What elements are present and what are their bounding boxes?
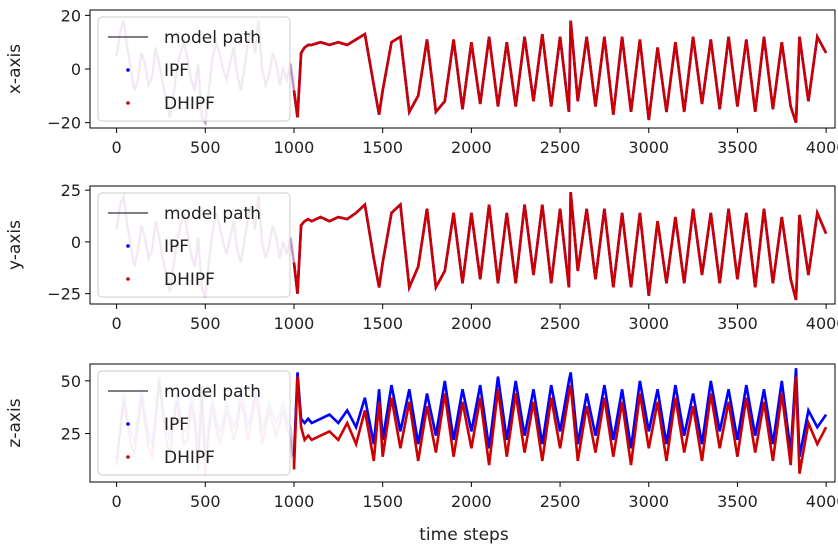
legend-swatch-dot bbox=[126, 455, 130, 459]
x-axis-panel: −20 0 20 0 500 1000 1500 2000 2500 3000 3500 4000 x-… bbox=[5, 6, 838, 157]
legend-box bbox=[97, 16, 291, 122]
series-line bbox=[292, 192, 828, 301]
x-tick-label: 2500 bbox=[540, 492, 581, 511]
x-tick-label: 4000 bbox=[806, 314, 838, 333]
legend-label: model path bbox=[164, 28, 261, 48]
y-axis-title: y-axis bbox=[5, 220, 25, 270]
y-axis-title: x-axis bbox=[5, 44, 25, 94]
y-tick-label: −25 bbox=[47, 285, 81, 304]
x-tick-label: 2500 bbox=[540, 138, 581, 157]
x-tick-label: 3500 bbox=[717, 314, 758, 333]
x-tick-label: 3500 bbox=[717, 492, 758, 511]
x-tick-label: 1500 bbox=[362, 314, 403, 333]
x-tick-label: 4000 bbox=[806, 492, 838, 511]
series-line bbox=[292, 376, 828, 474]
x-tick-label: 0 bbox=[112, 138, 122, 157]
series-line bbox=[293, 192, 827, 301]
legend-box bbox=[97, 192, 291, 298]
x-tick-label: 500 bbox=[190, 492, 221, 511]
y-tick-label: 0 bbox=[71, 233, 81, 252]
legend-swatch-dot bbox=[126, 68, 130, 72]
x-tick-label: 3000 bbox=[628, 314, 669, 333]
legend-swatch-dot bbox=[126, 244, 130, 248]
x-tick-label: 500 bbox=[190, 138, 221, 157]
legend-label: model path bbox=[164, 204, 261, 224]
legend-swatch-dot bbox=[126, 101, 130, 105]
legend-swatch-dot bbox=[126, 277, 130, 281]
x-tick-label: 1500 bbox=[362, 138, 403, 157]
x-tick-label: 1000 bbox=[274, 138, 315, 157]
x-tick-label: 1500 bbox=[362, 492, 403, 511]
y-tick-label: −20 bbox=[47, 114, 81, 133]
series-line bbox=[293, 20, 827, 123]
x-tick-label: 0 bbox=[112, 314, 122, 333]
axes-frame bbox=[89, 185, 836, 305]
y-tick-label: 20 bbox=[61, 6, 81, 25]
x-tick-label: 1000 bbox=[274, 492, 315, 511]
legend-swatch-dot bbox=[126, 422, 130, 426]
legend-label: DHIPF bbox=[164, 270, 215, 290]
legend: model path IPF DHIPF bbox=[97, 192, 291, 298]
legend-label: IPF bbox=[164, 237, 189, 257]
series-line bbox=[292, 368, 828, 457]
legend-label: IPF bbox=[164, 415, 189, 435]
x-axis-title: time steps bbox=[419, 525, 509, 545]
x-tick-label: 1000 bbox=[274, 314, 315, 333]
legend-label: DHIPF bbox=[164, 448, 215, 468]
x-tick-label: 500 bbox=[190, 314, 221, 333]
series-line bbox=[292, 20, 828, 124]
series-line bbox=[292, 20, 828, 124]
legend-label: IPF bbox=[164, 61, 189, 81]
legend-label: DHIPF bbox=[164, 94, 215, 114]
x-tick-label: 2000 bbox=[451, 314, 492, 333]
legend: model path IPF DHIPF bbox=[97, 370, 291, 476]
legend-label: model path bbox=[164, 382, 261, 402]
y-axis-panel: −2502505001000150020002500300035004000y-… bbox=[5, 181, 838, 333]
x-tick-label: 3000 bbox=[628, 138, 669, 157]
z-axis-panel: 255005001000150020002500300035004000z-ax… bbox=[5, 363, 838, 511]
x-tick-label: 3000 bbox=[628, 492, 669, 511]
y-tick-label: 50 bbox=[61, 372, 81, 391]
x-tick-label: 0 bbox=[112, 492, 122, 511]
x-tick-label: 2000 bbox=[451, 138, 492, 157]
x-tick-label: 2500 bbox=[540, 314, 581, 333]
x-tick-label: 4000 bbox=[806, 138, 838, 157]
legend-box bbox=[97, 370, 291, 476]
y-tick-label: 0 bbox=[71, 60, 81, 79]
x-tick-label: 2000 bbox=[451, 492, 492, 511]
series-line bbox=[292, 192, 828, 301]
axes-frame bbox=[89, 363, 836, 483]
x-tick-label: 3500 bbox=[717, 138, 758, 157]
legend: model path IPF DHIPF bbox=[97, 16, 291, 122]
y-tick-label: 25 bbox=[61, 425, 81, 444]
y-axis-title: z-axis bbox=[5, 398, 25, 447]
y-tick-label: 25 bbox=[61, 181, 81, 200]
